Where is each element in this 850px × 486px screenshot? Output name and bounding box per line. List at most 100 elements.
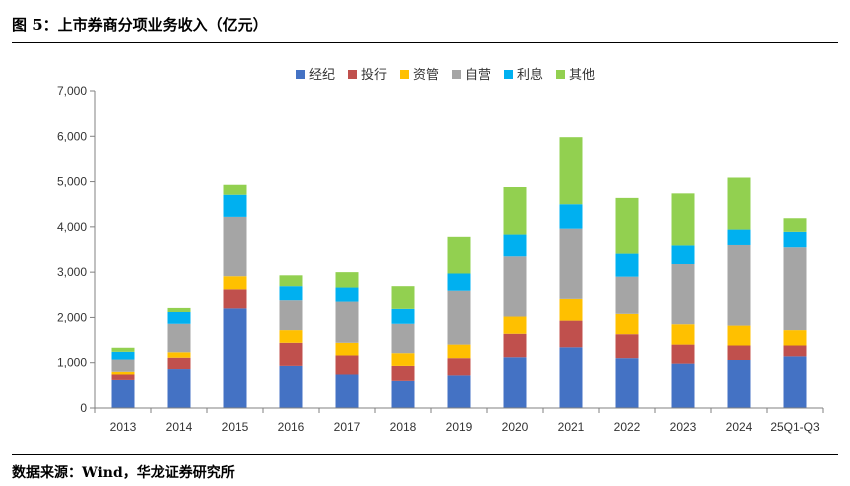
bar-segment [503, 256, 527, 317]
bar-segment [111, 347, 135, 352]
bar-segment [223, 194, 247, 217]
legend-label: 利息 [517, 67, 543, 83]
bar-segment [167, 369, 191, 408]
bar-segment [503, 187, 527, 235]
bar-segment [671, 344, 695, 364]
bar-segment [671, 324, 695, 345]
bar-segment [783, 231, 807, 248]
x-tick-label: 2013 [110, 420, 137, 434]
bar-segment [559, 228, 583, 299]
y-tick-label: 5,000 [57, 175, 87, 189]
bar-segment [615, 358, 639, 408]
bar-segment [167, 352, 191, 358]
bar-segment [727, 359, 751, 408]
y-tick-label: 7,000 [57, 84, 87, 98]
bar-segment [111, 359, 135, 372]
legend-swatch [452, 70, 461, 79]
bar-segment [559, 298, 583, 321]
x-tick-label: 2018 [390, 420, 417, 434]
bar-segment [335, 301, 359, 343]
bar-segment [503, 333, 527, 358]
bar-segment [335, 272, 359, 288]
bar-segment [335, 355, 359, 375]
bar-segment [503, 316, 527, 334]
bars [111, 137, 807, 408]
bar-segment [279, 365, 303, 408]
x-tick-label: 2023 [670, 420, 697, 434]
bar-segment [447, 344, 471, 359]
legend-label: 自营 [465, 68, 491, 83]
bar-segment [447, 273, 471, 291]
bar-segment [615, 334, 639, 359]
bar-segment [223, 308, 247, 408]
bar-segment [671, 263, 695, 325]
legend-swatch [400, 70, 409, 79]
legend: 经纪 投行 资管 自营 利息 其他 [296, 67, 595, 83]
bar-segment [167, 323, 191, 353]
legend-swatch [556, 70, 565, 79]
bar-segment [615, 197, 639, 254]
bar-segment [671, 193, 695, 246]
x-tick-label: 2017 [334, 420, 361, 434]
bar-segment [223, 276, 247, 290]
bar-segment [167, 357, 191, 370]
x-tick-label: 2020 [502, 420, 529, 434]
bar-segment [783, 218, 807, 232]
bar-segment [279, 286, 303, 301]
bar-segment [223, 289, 247, 309]
legend-swatch [348, 70, 357, 79]
bar-segment [783, 247, 807, 331]
bar-segment [727, 325, 751, 346]
bar-segment [783, 356, 807, 408]
source-rule [12, 454, 838, 455]
x-axis: 2013 2014 2015 2016 2017 2018 2019 2020 2021 2022… [94, 407, 824, 434]
bar-segment [279, 330, 303, 343]
bar-segment [615, 276, 639, 314]
legend-label: 资管 [413, 68, 439, 83]
bar-segment [559, 204, 583, 229]
bar-segment [335, 287, 359, 302]
x-tick-label: 2014 [166, 420, 193, 434]
bar-segment [279, 300, 303, 331]
bar-segment [615, 253, 639, 277]
legend-label: 投行 [361, 67, 387, 83]
bar-segment [279, 275, 303, 287]
x-tick-label: 2022 [614, 420, 641, 434]
y-axis: 0 1,000 2,000 3,000 4,000 5,000 6,000 7,000 [57, 84, 96, 415]
bar-segment [167, 311, 191, 324]
bar-segment [111, 351, 135, 360]
source-note: 数据来源：Wind，华龙证券研究所 [12, 465, 235, 481]
y-tick-label: 1,000 [57, 356, 87, 370]
y-tick-label: 6,000 [57, 129, 87, 143]
bar-segment [335, 342, 359, 356]
bar-segment [727, 244, 751, 326]
y-tick-label: 2,000 [57, 310, 87, 324]
bar-segment [671, 363, 695, 408]
bar-segment [167, 307, 191, 312]
x-tick-label: 2015 [222, 420, 249, 434]
x-tick-label: 2021 [558, 420, 585, 434]
bar-segment [391, 323, 415, 354]
y-tick-label: 4,000 [57, 220, 87, 234]
figure-title: 图 5：上市券商分项业务收入（亿元） [12, 16, 268, 34]
bar-segment [111, 374, 135, 380]
bar-segment [111, 379, 135, 408]
legend-label: 其他 [569, 68, 595, 83]
bar-segment [559, 347, 583, 408]
bar-segment [391, 308, 415, 324]
bar-segment [671, 245, 695, 264]
x-tick-label: 2024 [726, 420, 753, 434]
legend-swatch [296, 70, 305, 79]
bar-segment [391, 353, 415, 366]
bar-segment [111, 371, 135, 375]
bar-segment [447, 375, 471, 408]
bar-segment [391, 365, 415, 381]
bar-segment [223, 216, 247, 277]
bar-segment [783, 330, 807, 346]
bar-segment [503, 357, 527, 408]
x-tick-label: 2019 [446, 420, 473, 434]
x-tick-label: 2016 [278, 420, 305, 434]
bar-segment [391, 380, 415, 408]
bar-segment [391, 286, 415, 309]
